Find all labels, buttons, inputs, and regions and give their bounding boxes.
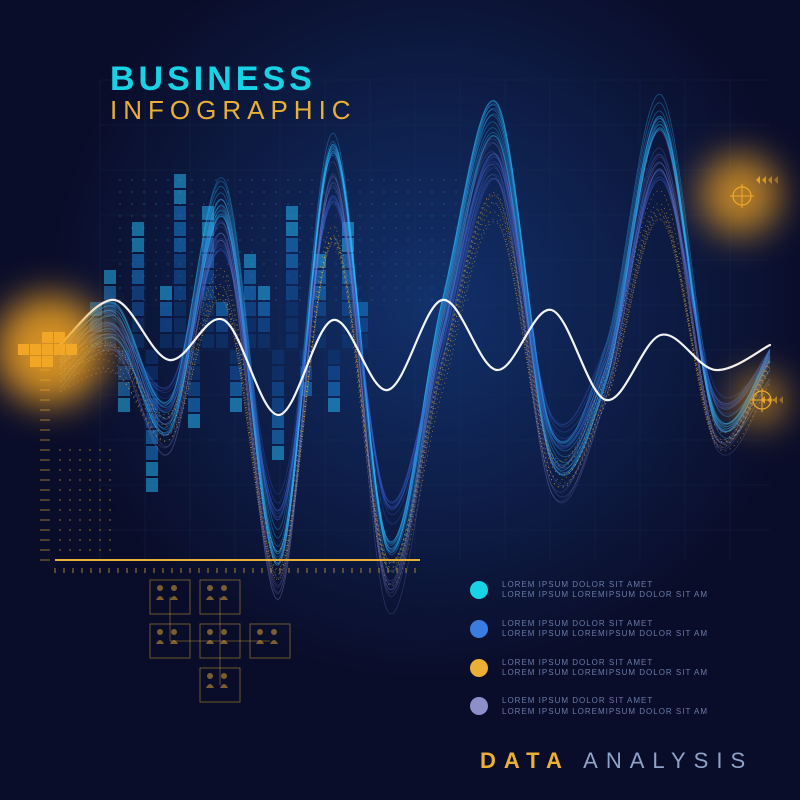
legend-item: LOREM IPSUM DOLOR SIT AMETLOREM IPSUM LO…	[470, 658, 750, 679]
legend: LOREM IPSUM DOLOR SIT AMETLOREM IPSUM LO…	[470, 580, 750, 735]
title-line-2: INFOGRAPHIC	[110, 95, 357, 126]
legend-dot	[470, 620, 488, 638]
legend-dot	[470, 581, 488, 599]
infographic-stage: BUSINESS INFOGRAPHIC LOREM IPSUM DOLOR S…	[0, 0, 800, 800]
title-block: BUSINESS INFOGRAPHIC	[110, 60, 357, 126]
legend-dot	[470, 697, 488, 715]
legend-item: LOREM IPSUM DOLOR SIT AMETLOREM IPSUM LO…	[470, 619, 750, 640]
legend-dot	[470, 659, 488, 677]
legend-text: LOREM IPSUM DOLOR SIT AMETLOREM IPSUM LO…	[502, 658, 708, 679]
legend-item: LOREM IPSUM DOLOR SIT AMETLOREM IPSUM LO…	[470, 580, 750, 601]
legend-item: LOREM IPSUM DOLOR SIT AMETLOREM IPSUM LO…	[470, 696, 750, 717]
legend-text: LOREM IPSUM DOLOR SIT AMETLOREM IPSUM LO…	[502, 580, 708, 601]
legend-text: LOREM IPSUM DOLOR SIT AMETLOREM IPSUM LO…	[502, 619, 708, 640]
footer-word-1: DATA	[480, 748, 569, 773]
footer-label: DATA ANALYSIS	[480, 748, 753, 774]
legend-text: LOREM IPSUM DOLOR SIT AMETLOREM IPSUM LO…	[502, 696, 708, 717]
footer-word-2: ANALYSIS	[583, 748, 753, 773]
title-line-1: BUSINESS	[110, 60, 357, 99]
